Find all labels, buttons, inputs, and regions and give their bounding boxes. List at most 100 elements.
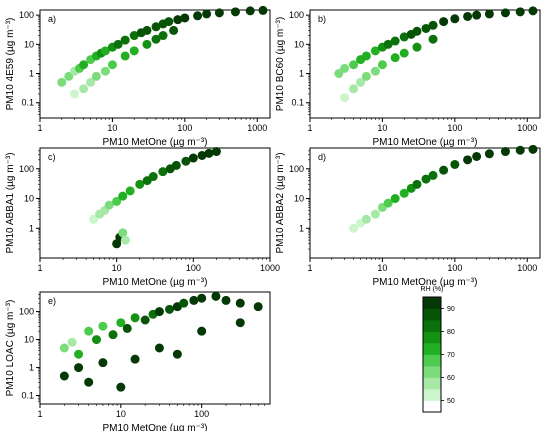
data-point	[151, 22, 161, 32]
data-point	[193, 11, 203, 21]
data-point	[173, 15, 183, 25]
data-point	[92, 335, 102, 345]
data-point	[349, 84, 359, 94]
y-tick-label: 10	[294, 194, 304, 204]
data-point	[211, 147, 221, 157]
colorbar-tick-label: 60	[447, 375, 455, 382]
panel-label: c)	[48, 152, 56, 162]
data-point	[116, 382, 126, 392]
y-tick-label: 100	[19, 164, 34, 174]
data-point	[361, 71, 371, 81]
y-tick-label: 1	[29, 223, 34, 233]
data-point	[179, 298, 189, 308]
data-points	[349, 144, 538, 233]
data-point	[164, 17, 174, 27]
data-point	[528, 6, 538, 16]
data-point	[158, 31, 168, 41]
y-axis-label: PM10 BC60 (µg m⁻³)	[275, 17, 286, 111]
data-point	[57, 77, 67, 87]
data-point	[399, 48, 409, 58]
data-point	[129, 46, 139, 56]
data-points	[89, 147, 221, 249]
data-point	[390, 53, 400, 63]
data-points	[57, 5, 268, 99]
colorbar-tick-label: 90	[447, 306, 455, 313]
data-point	[79, 60, 89, 70]
panel-label: a)	[48, 14, 56, 24]
data-point	[125, 186, 135, 196]
data-point	[89, 214, 99, 224]
data-point	[340, 93, 350, 103]
x-tick-label: 100	[447, 263, 462, 273]
data-point	[112, 196, 122, 206]
data-point	[165, 304, 175, 314]
colorbar-segment	[423, 354, 441, 367]
x-axis-label: PM10 MetOne (µg m⁻³)	[103, 137, 208, 148]
data-point	[253, 302, 263, 312]
data-point	[148, 172, 158, 182]
data-point	[98, 321, 108, 331]
data-point	[107, 60, 117, 70]
panel-label: b)	[318, 14, 326, 24]
data-point	[383, 39, 393, 49]
data-point	[356, 77, 366, 87]
x-tick-label: 1	[307, 263, 312, 273]
x-tick-label: 100	[177, 123, 192, 133]
data-point	[245, 6, 255, 16]
data-point	[204, 148, 214, 158]
x-tick-label: 10	[116, 409, 126, 419]
colorbar-segment	[423, 366, 441, 378]
colorbar-segment	[423, 377, 441, 390]
data-point	[484, 149, 494, 159]
data-point	[412, 42, 422, 52]
data-points	[59, 291, 263, 392]
panel-label: e)	[48, 296, 56, 306]
panel-label: d)	[318, 152, 326, 162]
data-point	[59, 343, 69, 353]
data-point	[399, 32, 409, 42]
data-points	[334, 6, 538, 103]
data-point	[98, 358, 108, 368]
x-tick-label: 1000	[517, 263, 537, 273]
data-point	[421, 174, 431, 184]
data-point	[158, 167, 168, 177]
data-point	[370, 46, 380, 56]
data-point	[59, 371, 69, 381]
data-point	[349, 60, 359, 70]
y-tick-label: 1	[29, 363, 34, 373]
data-point	[340, 63, 350, 73]
data-point	[377, 60, 387, 70]
x-tick-label: 1	[37, 263, 42, 273]
colorbar-title: RH (%)	[421, 286, 444, 293]
data-point	[100, 66, 110, 76]
data-point	[74, 363, 84, 373]
data-point	[428, 20, 438, 30]
colorbar-tick-label: 50	[447, 398, 455, 405]
data-point	[181, 156, 191, 166]
y-tick-label: 10	[24, 194, 34, 204]
colorbar-segment	[423, 343, 441, 355]
y-tick-label: 1	[29, 69, 34, 79]
data-point	[79, 84, 89, 94]
data-point	[472, 10, 482, 20]
y-tick-label: 10	[24, 335, 34, 345]
data-point	[118, 191, 128, 201]
data-point	[515, 7, 525, 17]
colorbar-segment	[423, 308, 441, 321]
data-point	[151, 34, 161, 44]
colorbar-segment	[423, 389, 441, 401]
x-tick-label: 1000	[517, 123, 537, 133]
data-point	[439, 165, 449, 175]
x-tick-label: 10	[112, 263, 122, 273]
plot-frame	[39, 9, 271, 119]
data-point	[130, 354, 140, 364]
data-point	[197, 326, 207, 336]
y-tick-label: 0.1	[291, 98, 304, 108]
data-point	[154, 343, 164, 353]
data-point	[412, 26, 422, 36]
colorbar-segment	[423, 400, 441, 413]
data-point	[84, 377, 94, 387]
data-point	[180, 13, 190, 23]
